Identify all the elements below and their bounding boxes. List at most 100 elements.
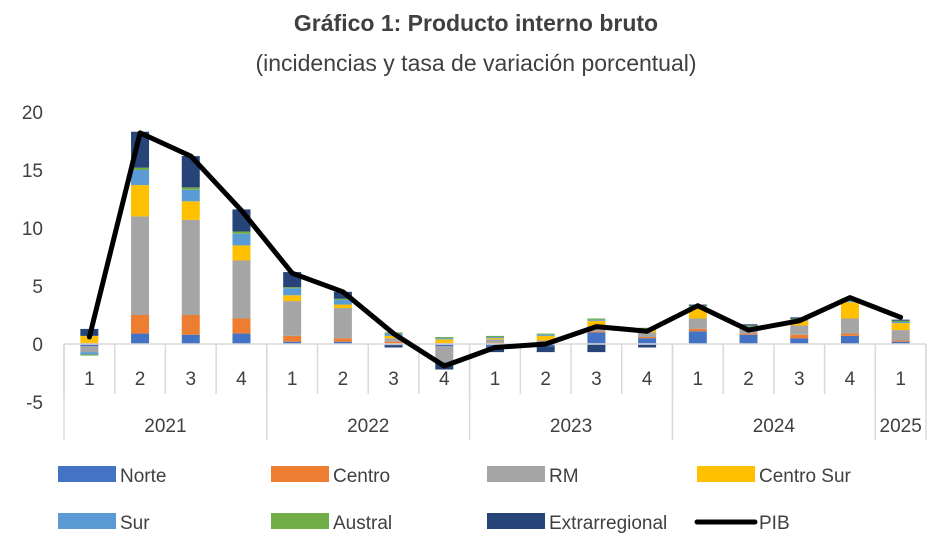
bar-segment-austral (283, 287, 302, 289)
x-tick-label: 2 (135, 369, 146, 390)
bar-segment-norte (587, 332, 606, 344)
bar-segment-rm (232, 260, 251, 319)
year-label: 2022 (347, 416, 389, 437)
bar-segment-sur (739, 326, 758, 328)
bar-segment-austral (333, 298, 352, 300)
legend-label: Sur (120, 513, 150, 534)
y-tick-label: -5 (26, 393, 43, 414)
bar-segment-austral (181, 187, 200, 190)
bar-segment-centro-sur (333, 304, 352, 309)
bar-segment-norte (688, 331, 707, 344)
bar-segment-centro-sur (384, 335, 403, 339)
x-tick-label: 3 (185, 369, 196, 390)
pib-line-group (86, 130, 904, 369)
chart-subtitle: (incidencias y tasa de variación porcent… (255, 50, 696, 76)
bar-segment-austral (536, 333, 555, 335)
bar-segment-centro (283, 335, 302, 342)
bar-segment-norte (638, 338, 657, 344)
year-label: 2023 (550, 416, 592, 437)
bar-segment-norte (232, 333, 251, 344)
legend-label: PIB (759, 513, 790, 534)
y-tick-label: 5 (32, 277, 43, 298)
bar-segment-rm (688, 318, 707, 329)
bar-segment-extrarregional (739, 324, 758, 326)
legend-label: RM (549, 466, 579, 487)
bar-segment-austral (891, 320, 910, 322)
bar-segment-sur (536, 334, 555, 336)
x-tick-label: 4 (642, 369, 653, 390)
bar-segment-centro (790, 334, 809, 339)
bar-segment-centro-sur (536, 335, 555, 341)
legend: Norte Centro RM Centro Sur Sur Austral Extrarr… (58, 466, 852, 534)
bar-segment-centro-sur (688, 308, 707, 319)
bar-segment-centro (181, 315, 200, 335)
legend-swatch (58, 513, 116, 529)
bar-segment-sur (283, 288, 302, 296)
legend-label: Centro Sur (759, 466, 852, 487)
bar-segment-extrarregional (891, 319, 910, 321)
bar-segment-rm (486, 339, 504, 343)
bar-segment-extrarregional (384, 345, 403, 348)
chart-title: Gráfico 1: Producto interno bruto (294, 10, 658, 36)
bar-segment-austral (739, 325, 758, 327)
bar-segment-norte (333, 341, 352, 344)
bar-segment-sur (486, 337, 504, 339)
bar-segment-austral (80, 354, 99, 356)
bar-segment-austral (638, 327, 657, 329)
y-tick-label: 15 (22, 161, 43, 182)
bar-segment-extrarregional (587, 344, 606, 353)
bar-segment-norte (80, 344, 99, 347)
bar-segment-sur (131, 170, 150, 186)
bar-segment-centro (891, 340, 910, 342)
x-axis (63, 343, 927, 440)
bar-segment-rm (283, 301, 302, 336)
x-tick-label: 3 (591, 369, 602, 390)
y-tick-label: 0 (32, 335, 43, 356)
bar-segment-rm (790, 325, 809, 335)
bar-segment-centro-sur (840, 302, 859, 319)
bar-segment-sur (435, 338, 454, 340)
year-label: 2025 (880, 416, 922, 437)
bar-segment-centro-sur (181, 201, 200, 220)
x-tick-label: 1 (84, 369, 95, 390)
bar-segment-norte (131, 333, 150, 344)
x-tick-label: 1 (693, 369, 704, 390)
legend-label: Austral (333, 513, 392, 534)
x-tick-label: 4 (439, 369, 450, 390)
bar-segment-centro (131, 315, 150, 334)
bar-segment-centro-sur (486, 338, 504, 340)
bar-segment-rm (638, 332, 657, 338)
bar-segment-centro-sur (232, 245, 251, 261)
bar-segment-centro (638, 337, 657, 339)
bar-segment-rm (840, 318, 859, 334)
bar-segment-rm (891, 330, 910, 341)
bar-segment-centro (587, 331, 606, 333)
year-label: 2024 (753, 416, 796, 437)
x-tick-label: 4 (236, 369, 247, 390)
bar-segment-austral (587, 318, 606, 320)
bar-segment-norte (840, 335, 859, 344)
bar-segment-centro (840, 333, 859, 336)
year-label: 2021 (144, 416, 186, 437)
bar-segment-centro (384, 341, 403, 344)
y-axis-tick-labels: -5 0 5 10 15 20 (22, 103, 43, 414)
x-tick-label: 3 (794, 369, 805, 390)
bar-segment-norte (435, 344, 454, 347)
stacked-bars (80, 131, 910, 370)
bar-segment-sur (181, 189, 200, 202)
x-tick-label: 4 (845, 369, 856, 390)
bar-segment-rm (587, 328, 606, 332)
legend-label: Extrarregional (549, 513, 667, 534)
bar-segment-extrarregional (638, 344, 657, 348)
legend-label: Norte (120, 466, 166, 487)
bar-segment-rm (333, 308, 352, 339)
legend-swatch (271, 466, 329, 482)
bar-segment-austral (435, 337, 454, 339)
bar-segment-sur (333, 299, 352, 305)
bar-segment-rm (181, 219, 200, 315)
bar-segment-norte (283, 341, 302, 344)
pib-line (86, 130, 904, 369)
bar-segment-sur (80, 352, 99, 355)
bar-segment-sur (840, 301, 859, 303)
